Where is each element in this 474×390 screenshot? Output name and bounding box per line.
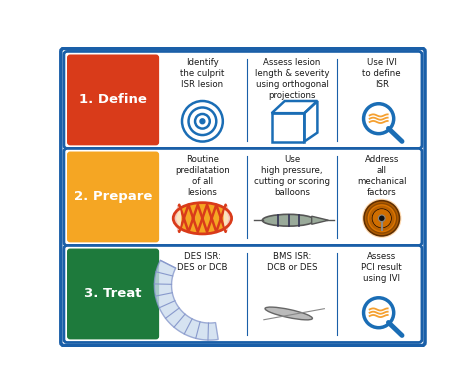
FancyBboxPatch shape (64, 245, 422, 342)
Ellipse shape (265, 307, 312, 320)
Text: Routine
predilatation
of all
lesions: Routine predilatation of all lesions (175, 154, 230, 197)
Ellipse shape (263, 215, 315, 226)
Text: Assess lesion
length & severity
using orthogonal
projections: Assess lesion length & severity using or… (255, 58, 329, 100)
FancyBboxPatch shape (64, 51, 422, 149)
Text: Use
high pressure,
cutting or scoring
balloons: Use high pressure, cutting or scoring ba… (254, 154, 330, 197)
Text: 3. Treat: 3. Treat (84, 287, 142, 300)
FancyBboxPatch shape (61, 48, 425, 346)
Text: 2. Prepare: 2. Prepare (74, 190, 152, 204)
Text: Address
all
mechanical
factors: Address all mechanical factors (357, 154, 407, 197)
Circle shape (378, 215, 385, 222)
Circle shape (200, 119, 205, 124)
Text: BMS ISR:
DCB or DES: BMS ISR: DCB or DES (267, 252, 317, 272)
Text: Identify
the culprit
ISR lesion: Identify the culprit ISR lesion (180, 58, 225, 89)
FancyBboxPatch shape (67, 248, 159, 339)
FancyBboxPatch shape (67, 152, 159, 242)
Ellipse shape (173, 203, 232, 234)
FancyBboxPatch shape (64, 149, 422, 245)
Ellipse shape (224, 206, 231, 230)
FancyBboxPatch shape (67, 55, 159, 145)
Polygon shape (155, 261, 218, 340)
Text: Assess
PCI result
using IVI: Assess PCI result using IVI (361, 252, 402, 283)
Text: DES ISR:
DES or DCB: DES ISR: DES or DCB (177, 252, 228, 272)
Text: Use IVI
to define
ISR: Use IVI to define ISR (363, 58, 401, 89)
Polygon shape (312, 216, 328, 224)
Circle shape (363, 200, 401, 237)
Text: 1. Define: 1. Define (79, 94, 147, 106)
Circle shape (373, 209, 391, 227)
Ellipse shape (173, 206, 181, 230)
